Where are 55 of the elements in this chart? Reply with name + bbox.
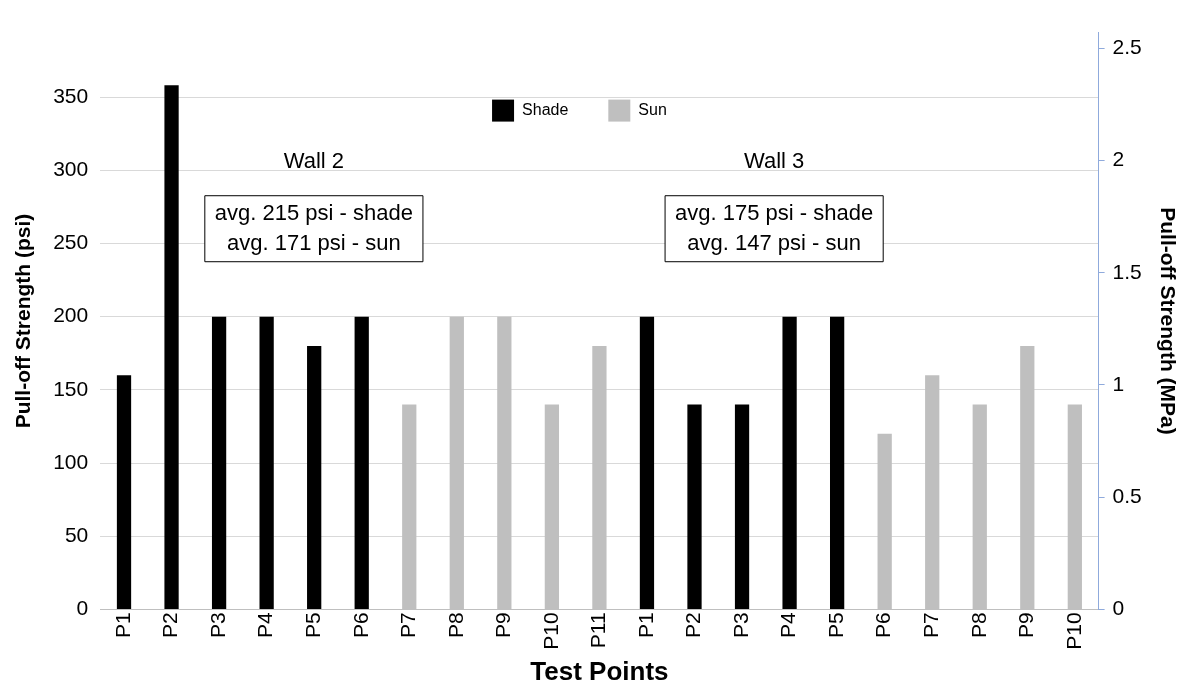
bar <box>354 316 369 609</box>
x-tick-label: P7 <box>396 612 420 639</box>
x-tick-label: P5 <box>300 612 324 639</box>
x-tick-label: P9 <box>1014 612 1038 639</box>
bar <box>211 316 227 609</box>
y2-tick-label: 0 <box>1112 596 1125 620</box>
annotation: Wall 2 <box>283 148 345 174</box>
bar <box>639 316 655 609</box>
x-tick-label: P3 <box>205 612 229 639</box>
y-tick-label: 200 <box>53 303 89 327</box>
bar <box>116 375 132 609</box>
bar <box>307 345 322 609</box>
x-tick-label: P8 <box>966 612 990 639</box>
x-tick-label: P1 <box>633 612 657 639</box>
x-tick-label: P11 <box>586 612 610 649</box>
bar <box>830 316 845 609</box>
x-tick-label: P6 <box>871 612 895 639</box>
annotation: Wall 3 <box>743 148 805 174</box>
x-axis-title: Test Points <box>530 655 669 686</box>
y-tick-label: 300 <box>53 157 89 181</box>
y2-tick-label: 0.5 <box>1112 484 1142 508</box>
y-tick-label: 50 <box>64 523 89 547</box>
x-tick-label: P9 <box>491 612 515 639</box>
y2-tick-label: 1 <box>1112 371 1125 395</box>
x-tick-label: P1 <box>110 612 134 639</box>
y-tick-label: 350 <box>53 83 89 107</box>
y-tick-label: 0 <box>76 596 89 620</box>
bar <box>734 404 750 609</box>
x-tick-label: P2 <box>681 612 705 639</box>
annotation: avg. 175 psi - shade avg. 147 psi - sun <box>675 199 874 255</box>
x-tick-label: P3 <box>728 612 752 639</box>
y2-tick-label: 2.5 <box>1112 35 1142 59</box>
y-tick-label: 250 <box>53 230 89 254</box>
x-tick-label: P10 <box>1061 612 1085 650</box>
x-tick-label: P8 <box>443 612 467 639</box>
y-tick-label: 150 <box>53 376 89 400</box>
y2-axis-title: Pull-off Strength (MPa) <box>1156 207 1180 435</box>
annotation: avg. 215 psi - shade avg. 171 psi - sun <box>214 199 413 255</box>
x-tick-label: P6 <box>348 612 372 639</box>
bar <box>782 316 797 609</box>
bar <box>687 404 702 609</box>
x-tick-label: P4 <box>253 612 277 639</box>
bar <box>259 316 274 609</box>
x-tick-label: P5 <box>823 612 847 639</box>
legend-label: Sun <box>638 101 667 119</box>
legend-label: Shade <box>522 101 569 119</box>
y2-tick-label: 2 <box>1112 147 1125 171</box>
x-tick-label: P10 <box>538 612 562 650</box>
x-tick-label: P4 <box>776 612 800 639</box>
y2-tick-label: 1.5 <box>1112 259 1142 283</box>
x-tick-label: P2 <box>158 612 182 639</box>
y-axis-title: Pull-off Strength (psi) <box>11 213 35 429</box>
y-tick-label: 100 <box>53 449 89 473</box>
x-tick-label: P7 <box>919 612 943 639</box>
bar <box>164 85 179 609</box>
